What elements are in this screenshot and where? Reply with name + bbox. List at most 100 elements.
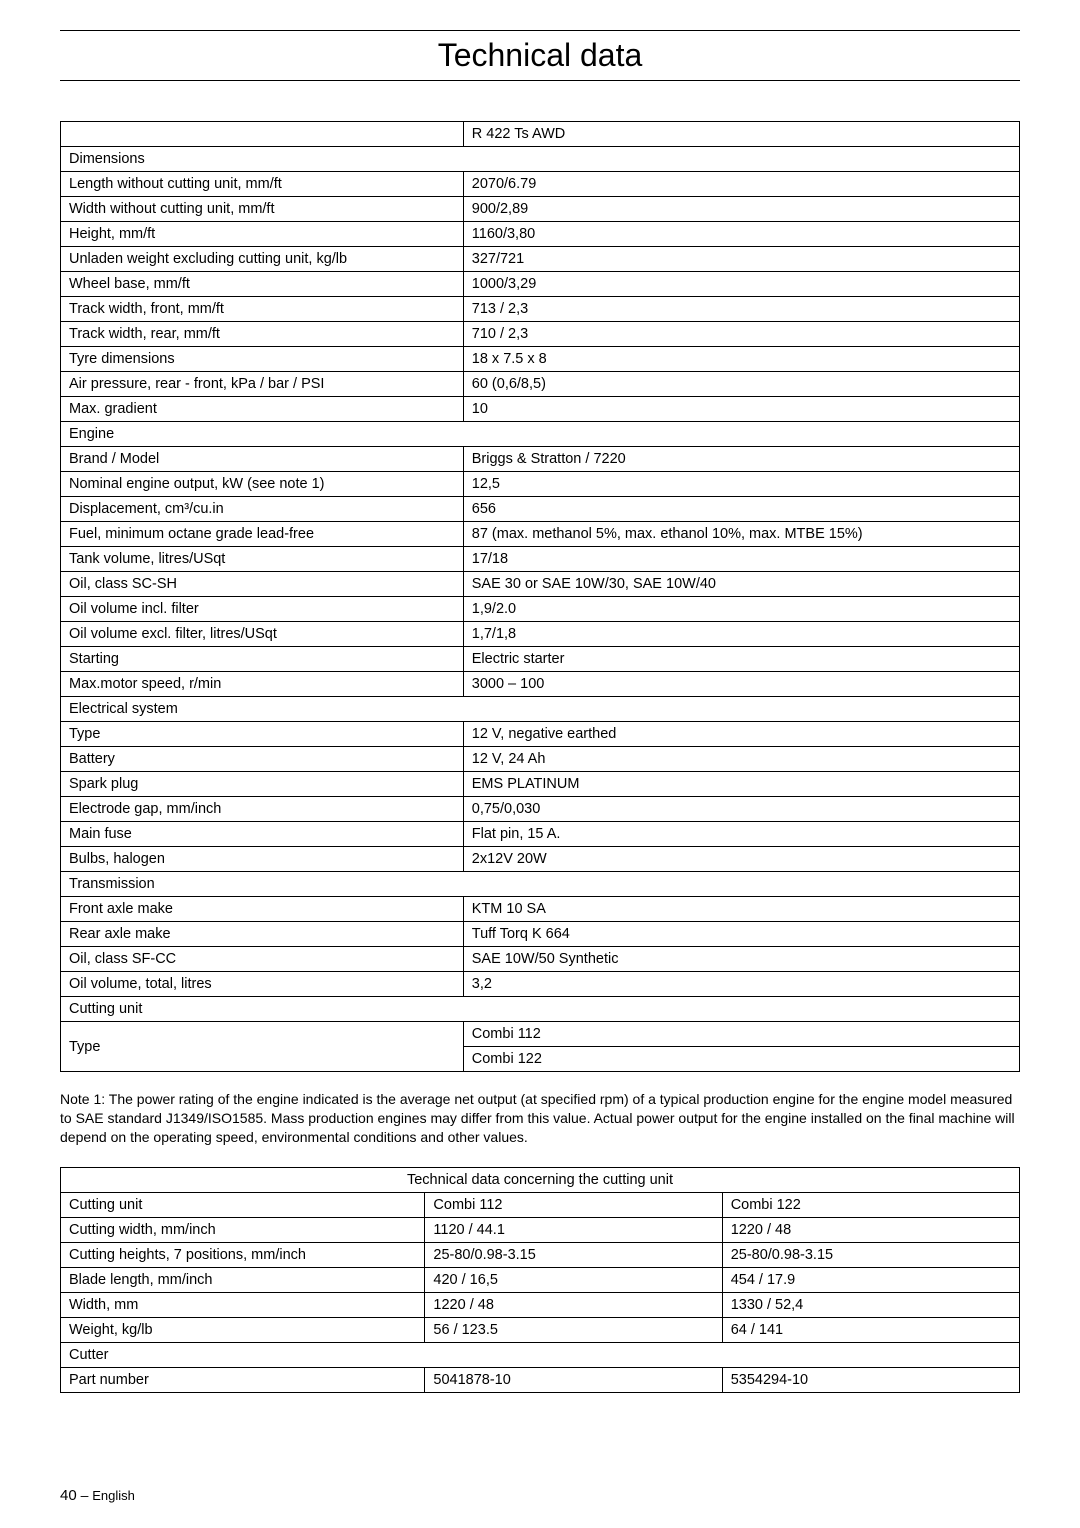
spec-label: Spark plug bbox=[61, 772, 464, 797]
cutting-row-label: Weight, kg/lb bbox=[61, 1317, 425, 1342]
spec-label: Brand / Model bbox=[61, 447, 464, 472]
cutting-row-label: Blade length, mm/inch bbox=[61, 1267, 425, 1292]
spec-value: 17/18 bbox=[463, 547, 1019, 572]
cutting-row-label: Cutting width, mm/inch bbox=[61, 1217, 425, 1242]
cutting-row-value: 1220 / 48 bbox=[425, 1292, 722, 1317]
spec-value: 713 / 2,3 bbox=[463, 297, 1019, 322]
empty-cell bbox=[61, 122, 464, 147]
spec-value: 18 x 7.5 x 8 bbox=[463, 347, 1019, 372]
spec-value: SAE 10W/50 Synthetic bbox=[463, 947, 1019, 972]
cutting-table-title: Technical data concerning the cutting un… bbox=[61, 1167, 1020, 1192]
spec-value: 60 (0,6/8,5) bbox=[463, 372, 1019, 397]
cutting-row-value: 1330 / 52,4 bbox=[722, 1292, 1019, 1317]
spec-value: 1000/3,29 bbox=[463, 272, 1019, 297]
spec-value: SAE 30 or SAE 10W/30, SAE 10W/40 bbox=[463, 572, 1019, 597]
cutting-row-label: Cutting heights, 7 positions, mm/inch bbox=[61, 1242, 425, 1267]
section-header: Cutting unit bbox=[61, 997, 1020, 1022]
spec-value: 87 (max. methanol 5%, max. ethanol 10%, … bbox=[463, 522, 1019, 547]
spec-label: Air pressure, rear - front, kPa / bar / … bbox=[61, 372, 464, 397]
cutting-row-value: 5354294-10 bbox=[722, 1367, 1019, 1392]
spec-label: Type bbox=[61, 1022, 464, 1072]
spec-value: 327/721 bbox=[463, 247, 1019, 272]
spec-value: 656 bbox=[463, 497, 1019, 522]
cutting-row-value: 1120 / 44.1 bbox=[425, 1217, 722, 1242]
spec-value: 2070/6.79 bbox=[463, 172, 1019, 197]
spec-label: Height, mm/ft bbox=[61, 222, 464, 247]
spec-value: 1,7/1,8 bbox=[463, 622, 1019, 647]
spec-value: Tuff Torq K 664 bbox=[463, 922, 1019, 947]
cutting-row-value: 64 / 141 bbox=[722, 1317, 1019, 1342]
spec-label: Type bbox=[61, 722, 464, 747]
section-header: Engine bbox=[61, 422, 1020, 447]
spec-value: Electric starter bbox=[463, 647, 1019, 672]
spec-label: Oil, class SC-SH bbox=[61, 572, 464, 597]
spec-value: Combi 112 bbox=[463, 1022, 1019, 1047]
cutting-row-value: 25-80/0.98-3.15 bbox=[722, 1242, 1019, 1267]
cutting-header-c1: Cutting unit bbox=[61, 1192, 425, 1217]
spec-label: Starting bbox=[61, 647, 464, 672]
spec-label: Bulbs, halogen bbox=[61, 847, 464, 872]
spec-value: 2x12V 20W bbox=[463, 847, 1019, 872]
spec-value: 12,5 bbox=[463, 472, 1019, 497]
spec-value: 3,2 bbox=[463, 972, 1019, 997]
cutting-header-c3: Combi 122 bbox=[722, 1192, 1019, 1217]
spec-label: Wheel base, mm/ft bbox=[61, 272, 464, 297]
spec-label: Oil volume incl. filter bbox=[61, 597, 464, 622]
spec-value: 12 V, 24 Ah bbox=[463, 747, 1019, 772]
spec-value: 0,75/0,030 bbox=[463, 797, 1019, 822]
spec-label: Unladen weight excluding cutting unit, k… bbox=[61, 247, 464, 272]
spec-label: Track width, front, mm/ft bbox=[61, 297, 464, 322]
spec-value: 12 V, negative earthed bbox=[463, 722, 1019, 747]
spec-label: Oil, class SF-CC bbox=[61, 947, 464, 972]
spec-label: Max.motor speed, r/min bbox=[61, 672, 464, 697]
spec-label: Nominal engine output, kW (see note 1) bbox=[61, 472, 464, 497]
spec-value: 1,9/2.0 bbox=[463, 597, 1019, 622]
page-footer: 40 – English bbox=[60, 1487, 135, 1504]
spec-label: Width without cutting unit, mm/ft bbox=[61, 197, 464, 222]
main-spec-table: R 422 Ts AWD DimensionsLength without cu… bbox=[60, 121, 1020, 1072]
spec-label: Oil volume excl. filter, litres/USqt bbox=[61, 622, 464, 647]
model-header: R 422 Ts AWD bbox=[463, 122, 1019, 147]
spec-value: 3000 – 100 bbox=[463, 672, 1019, 697]
cutting-header-c2: Combi 112 bbox=[425, 1192, 722, 1217]
spec-value: 1160/3,80 bbox=[463, 222, 1019, 247]
spec-label: Track width, rear, mm/ft bbox=[61, 322, 464, 347]
spec-label: Fuel, minimum octane grade lead-free bbox=[61, 522, 464, 547]
spec-label: Length without cutting unit, mm/ft bbox=[61, 172, 464, 197]
spec-label: Main fuse bbox=[61, 822, 464, 847]
spec-value: 900/2,89 bbox=[463, 197, 1019, 222]
spec-value: Flat pin, 15 A. bbox=[463, 822, 1019, 847]
spec-label: Max. gradient bbox=[61, 397, 464, 422]
page-title: Technical data bbox=[60, 30, 1020, 81]
spec-value: Briggs & Stratton / 7220 bbox=[463, 447, 1019, 472]
cutting-row-value: 25-80/0.98-3.15 bbox=[425, 1242, 722, 1267]
spec-value: EMS PLATINUM bbox=[463, 772, 1019, 797]
cutting-row-label: Width, mm bbox=[61, 1292, 425, 1317]
spec-label: Displacement, cm³/cu.in bbox=[61, 497, 464, 522]
spec-label: Oil volume, total, litres bbox=[61, 972, 464, 997]
page-number: 40 bbox=[60, 1487, 77, 1504]
spec-label: Front axle make bbox=[61, 897, 464, 922]
cutter-section-header: Cutter bbox=[61, 1342, 1020, 1367]
spec-value: 710 / 2,3 bbox=[463, 322, 1019, 347]
note-text: Note 1: The power rating of the engine i… bbox=[60, 1090, 1020, 1147]
spec-label: Tank volume, litres/USqt bbox=[61, 547, 464, 572]
cutting-row-value: 454 / 17.9 bbox=[722, 1267, 1019, 1292]
cutting-row-value: 5041878-10 bbox=[425, 1367, 722, 1392]
spec-value: Combi 122 bbox=[463, 1047, 1019, 1072]
section-header: Transmission bbox=[61, 872, 1020, 897]
spec-label: Rear axle make bbox=[61, 922, 464, 947]
spec-label: Tyre dimensions bbox=[61, 347, 464, 372]
spec-label: Battery bbox=[61, 747, 464, 772]
cutting-row-value: 420 / 16,5 bbox=[425, 1267, 722, 1292]
spec-value: 10 bbox=[463, 397, 1019, 422]
section-header: Dimensions bbox=[61, 147, 1020, 172]
section-header: Electrical system bbox=[61, 697, 1020, 722]
cutting-unit-table: Technical data concerning the cutting un… bbox=[60, 1167, 1020, 1393]
spec-value: KTM 10 SA bbox=[463, 897, 1019, 922]
cutting-row-value: 1220 / 48 bbox=[722, 1217, 1019, 1242]
page-language: English bbox=[92, 1488, 135, 1503]
cutting-row-value: 56 / 123.5 bbox=[425, 1317, 722, 1342]
cutting-row-label: Part number bbox=[61, 1367, 425, 1392]
spec-label: Electrode gap, mm/inch bbox=[61, 797, 464, 822]
